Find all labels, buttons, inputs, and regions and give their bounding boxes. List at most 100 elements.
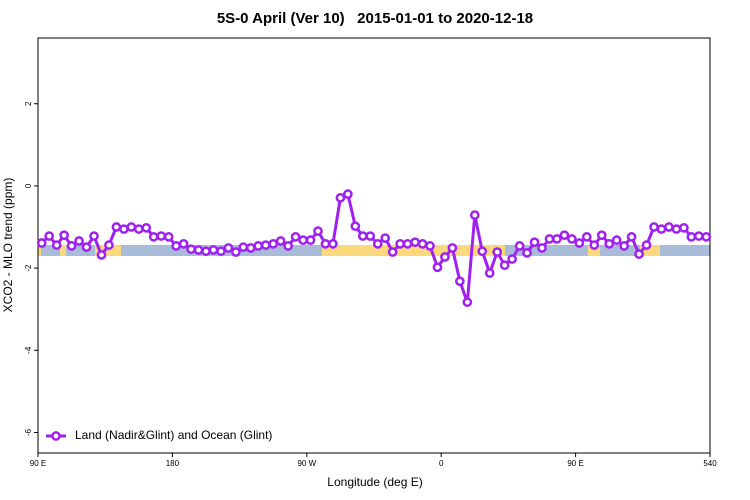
data-point — [148, 232, 159, 242]
land-band — [588, 245, 600, 256]
data-point — [111, 222, 122, 232]
land-band — [95, 245, 121, 256]
data-point — [626, 232, 637, 242]
data-point — [693, 231, 704, 241]
data-point — [596, 230, 607, 241]
x-axis-label: Longitude (deg E) — [327, 475, 422, 489]
land-band — [322, 245, 505, 256]
data-point — [141, 222, 152, 233]
x-tick-label: 0 — [439, 459, 444, 468]
x-tick-label: 540 — [703, 459, 717, 468]
data-point — [477, 246, 488, 257]
coverage-band — [38, 245, 710, 256]
data-point — [223, 243, 234, 253]
data-point — [36, 238, 47, 248]
data-point — [611, 235, 622, 246]
data-point — [619, 241, 629, 251]
data-point — [59, 230, 69, 241]
data-point — [186, 244, 196, 255]
y-tick-label: -4 — [24, 346, 33, 354]
data-point — [208, 245, 219, 255]
data-point — [425, 241, 435, 251]
data-point — [216, 246, 226, 257]
data-point — [313, 226, 323, 236]
x-tick-label: 90 E — [567, 459, 583, 468]
data-point — [604, 239, 615, 249]
data-point — [343, 189, 353, 199]
data-point — [380, 233, 391, 243]
data-point — [462, 297, 473, 308]
data-point — [514, 241, 525, 251]
data-point — [447, 243, 458, 253]
data-point — [589, 240, 600, 250]
data-point — [119, 224, 129, 234]
data-point — [365, 231, 376, 241]
data-point — [81, 242, 92, 252]
land-band — [640, 245, 660, 256]
data-point — [245, 243, 256, 253]
data-point — [574, 238, 585, 248]
data-point — [201, 246, 211, 257]
data-point — [455, 276, 465, 287]
data-point — [440, 252, 450, 262]
data-point — [492, 247, 503, 257]
data-point — [178, 239, 189, 249]
data-point — [104, 240, 114, 250]
data-point — [671, 224, 682, 234]
data-point — [679, 222, 689, 233]
y-tick-label: -2 — [24, 264, 33, 272]
data-point — [268, 239, 279, 249]
data-point — [634, 249, 644, 259]
x-tick-label: 90 E — [30, 459, 46, 468]
data-point — [171, 241, 181, 251]
data-point — [649, 222, 659, 232]
data-point — [260, 240, 271, 250]
data-point — [253, 241, 264, 251]
data-point — [567, 234, 577, 244]
data-point — [283, 241, 293, 251]
data-point — [529, 237, 540, 248]
data-point — [238, 242, 249, 252]
data-point — [484, 268, 495, 278]
data-point — [522, 248, 532, 258]
data-point — [305, 235, 316, 246]
data-point — [275, 236, 286, 246]
data-point — [402, 239, 413, 249]
data-point — [350, 221, 361, 232]
legend-marker — [51, 431, 61, 441]
data-point — [328, 239, 338, 249]
legend: Land (Nadir&Glint) and Ocean (Glint) — [46, 428, 272, 442]
x-tick-label: 90 W — [297, 459, 316, 468]
data-point — [686, 232, 697, 242]
data-point — [701, 232, 712, 242]
data-point — [372, 239, 383, 249]
data-point — [231, 247, 241, 257]
data-point — [320, 239, 331, 249]
data-point — [581, 232, 592, 242]
data-point — [66, 241, 77, 251]
data-point — [395, 239, 405, 249]
data-point — [298, 235, 308, 246]
data-point — [126, 222, 137, 232]
land-band — [38, 245, 41, 256]
data-point — [193, 245, 204, 255]
data-point — [469, 210, 480, 220]
data-point — [290, 232, 301, 242]
data-point — [641, 240, 652, 250]
y-tick-label: 2 — [24, 101, 33, 106]
data-point — [664, 222, 674, 232]
data-point — [552, 234, 562, 244]
data-point — [387, 247, 398, 257]
x-tick-label: 180 — [166, 459, 180, 468]
data-point — [559, 230, 570, 241]
data-point — [656, 224, 667, 234]
legend-label: Land (Nadir&Glint) and Ocean (Glint) — [75, 428, 272, 442]
data-point — [133, 224, 144, 234]
land-band — [60, 245, 66, 256]
data-point — [537, 243, 547, 253]
data-point — [96, 250, 107, 260]
y-axis-label: XCO2 - MLO trend (ppm) — [1, 178, 15, 313]
data-point — [156, 231, 167, 241]
data-point — [357, 231, 368, 241]
